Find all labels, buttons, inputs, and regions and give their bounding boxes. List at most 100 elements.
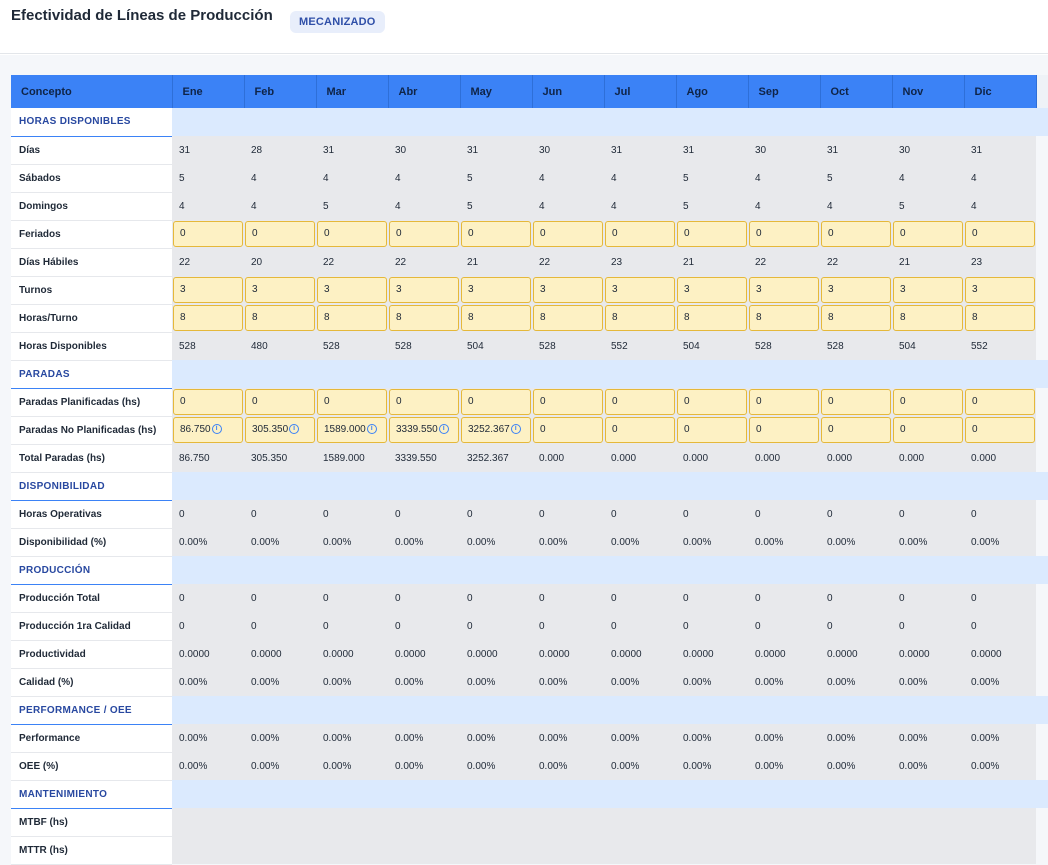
value-input[interactable]: 0 — [461, 221, 531, 247]
value-input[interactable]: 3 — [821, 277, 891, 303]
input-cell: 3 — [532, 276, 604, 304]
row-filler — [1036, 612, 1048, 640]
value-input[interactable]: 3339.550 i — [389, 417, 459, 443]
value-input[interactable]: 8 — [677, 305, 747, 331]
value-input[interactable]: 0 — [605, 417, 675, 443]
value-cell: 0.000 — [748, 444, 820, 472]
value-cell: 4 — [172, 192, 244, 220]
input-value: 1589.000 — [324, 424, 366, 435]
value-input[interactable]: 0 — [605, 389, 675, 415]
value-cell: 0 — [388, 612, 460, 640]
value-input[interactable]: 1589.000 i — [317, 417, 387, 443]
value-input[interactable]: 3252.367 i — [461, 417, 531, 443]
value-input[interactable]: 0 — [821, 221, 891, 247]
info-circle-icon[interactable]: i — [510, 424, 521, 435]
value-input[interactable]: 8 — [389, 305, 459, 331]
value-input[interactable]: 0 — [245, 221, 315, 247]
value-input[interactable]: 8 — [245, 305, 315, 331]
row-label: Total Paradas (hs) — [11, 444, 172, 473]
value-input[interactable]: 86.750 i — [173, 417, 243, 443]
value-input[interactable]: 0 — [605, 221, 675, 247]
value-cell: 552 — [604, 332, 676, 360]
value-input[interactable]: 0 — [677, 221, 747, 247]
input-value: 0 — [252, 228, 258, 239]
info-circle-icon[interactable]: i — [366, 424, 377, 435]
value-input[interactable]: 3 — [749, 277, 819, 303]
value-input[interactable]: 305.350 i — [245, 417, 315, 443]
value-input[interactable]: 8 — [173, 305, 243, 331]
value-input[interactable]: 0 — [173, 221, 243, 247]
value-input[interactable]: 0 — [317, 389, 387, 415]
value-input[interactable]: 3 — [389, 277, 459, 303]
value-input[interactable]: 0 — [389, 389, 459, 415]
value-cell: 0.0000 — [676, 640, 748, 668]
input-value: 0 — [180, 396, 186, 407]
value-input[interactable]: 8 — [749, 305, 819, 331]
value-input[interactable]: 8 — [965, 305, 1035, 331]
value-input[interactable]: 0 — [749, 221, 819, 247]
value-input[interactable]: 0 — [533, 389, 603, 415]
column-header-jul: Jul — [604, 75, 677, 108]
value-input[interactable]: 3 — [533, 277, 603, 303]
value-input[interactable]: 0 — [533, 417, 603, 443]
value-input[interactable]: 0 — [965, 389, 1035, 415]
value-input[interactable]: 3 — [605, 277, 675, 303]
value-input[interactable]: 3 — [461, 277, 531, 303]
value-input[interactable]: 8 — [605, 305, 675, 331]
value-input[interactable]: 0 — [749, 417, 819, 443]
value-cell: 0 — [388, 584, 460, 612]
info-circle-icon[interactable]: i — [289, 424, 300, 435]
value-cell: 5 — [676, 192, 748, 220]
info-circle-icon[interactable]: i — [438, 424, 449, 435]
value-input[interactable]: 8 — [893, 305, 963, 331]
value-input[interactable]: 0 — [821, 389, 891, 415]
value-input[interactable]: 0 — [533, 221, 603, 247]
input-cell: 3 — [964, 276, 1036, 304]
value-cell — [532, 808, 604, 836]
value-input[interactable]: 8 — [461, 305, 531, 331]
value-cell: 0.00% — [172, 752, 244, 780]
value-input[interactable]: 0 — [317, 221, 387, 247]
value-input[interactable]: 3 — [245, 277, 315, 303]
value-input[interactable]: 0 — [677, 389, 747, 415]
value-cell — [748, 836, 820, 864]
input-value: 0 — [972, 228, 978, 239]
table-row-paradas-no-planificadas-hs: Paradas No Planificadas (hs) 86.750 i 305.3… — [11, 416, 1048, 445]
input-cell: 1589.000 i — [316, 416, 388, 444]
value-input[interactable]: 0 — [749, 389, 819, 415]
value-input[interactable]: 0 — [245, 389, 315, 415]
value-input[interactable]: 8 — [317, 305, 387, 331]
value-input[interactable]: 8 — [821, 305, 891, 331]
value-input[interactable]: 3 — [677, 277, 747, 303]
value-input[interactable]: 0 — [893, 417, 963, 443]
value-input[interactable]: 0 — [965, 417, 1035, 443]
value-cell: 5 — [820, 164, 892, 192]
value-input[interactable]: 0 — [893, 389, 963, 415]
value-input[interactable]: 3 — [893, 277, 963, 303]
value-cell — [172, 836, 244, 864]
value-input[interactable]: 0 — [893, 221, 963, 247]
value-input[interactable]: 3 — [965, 277, 1035, 303]
value-input[interactable]: 3 — [173, 277, 243, 303]
value-input[interactable]: 0 — [389, 221, 459, 247]
value-input[interactable]: 0 — [965, 221, 1035, 247]
value-cell: 4 — [604, 164, 676, 192]
column-header-oct: Oct — [820, 75, 893, 108]
input-value: 0 — [900, 396, 906, 407]
value-input[interactable]: 0 — [461, 389, 531, 415]
row-filler — [1036, 584, 1048, 612]
input-cell: 3 — [604, 276, 676, 304]
value-input[interactable]: 0 — [677, 417, 747, 443]
value-input[interactable]: 0 — [173, 389, 243, 415]
value-cell — [676, 836, 748, 864]
row-filler — [1036, 276, 1048, 304]
value-cell: 0.00% — [316, 724, 388, 752]
value-cell — [388, 808, 460, 836]
info-circle-icon[interactable]: i — [211, 424, 222, 435]
value-cell: 0.00% — [604, 668, 676, 696]
input-value: 0 — [396, 396, 402, 407]
value-input[interactable]: 3 — [317, 277, 387, 303]
value-input[interactable]: 8 — [533, 305, 603, 331]
value-input[interactable]: 0 — [821, 417, 891, 443]
column-header-concepto: Concepto — [11, 75, 173, 108]
